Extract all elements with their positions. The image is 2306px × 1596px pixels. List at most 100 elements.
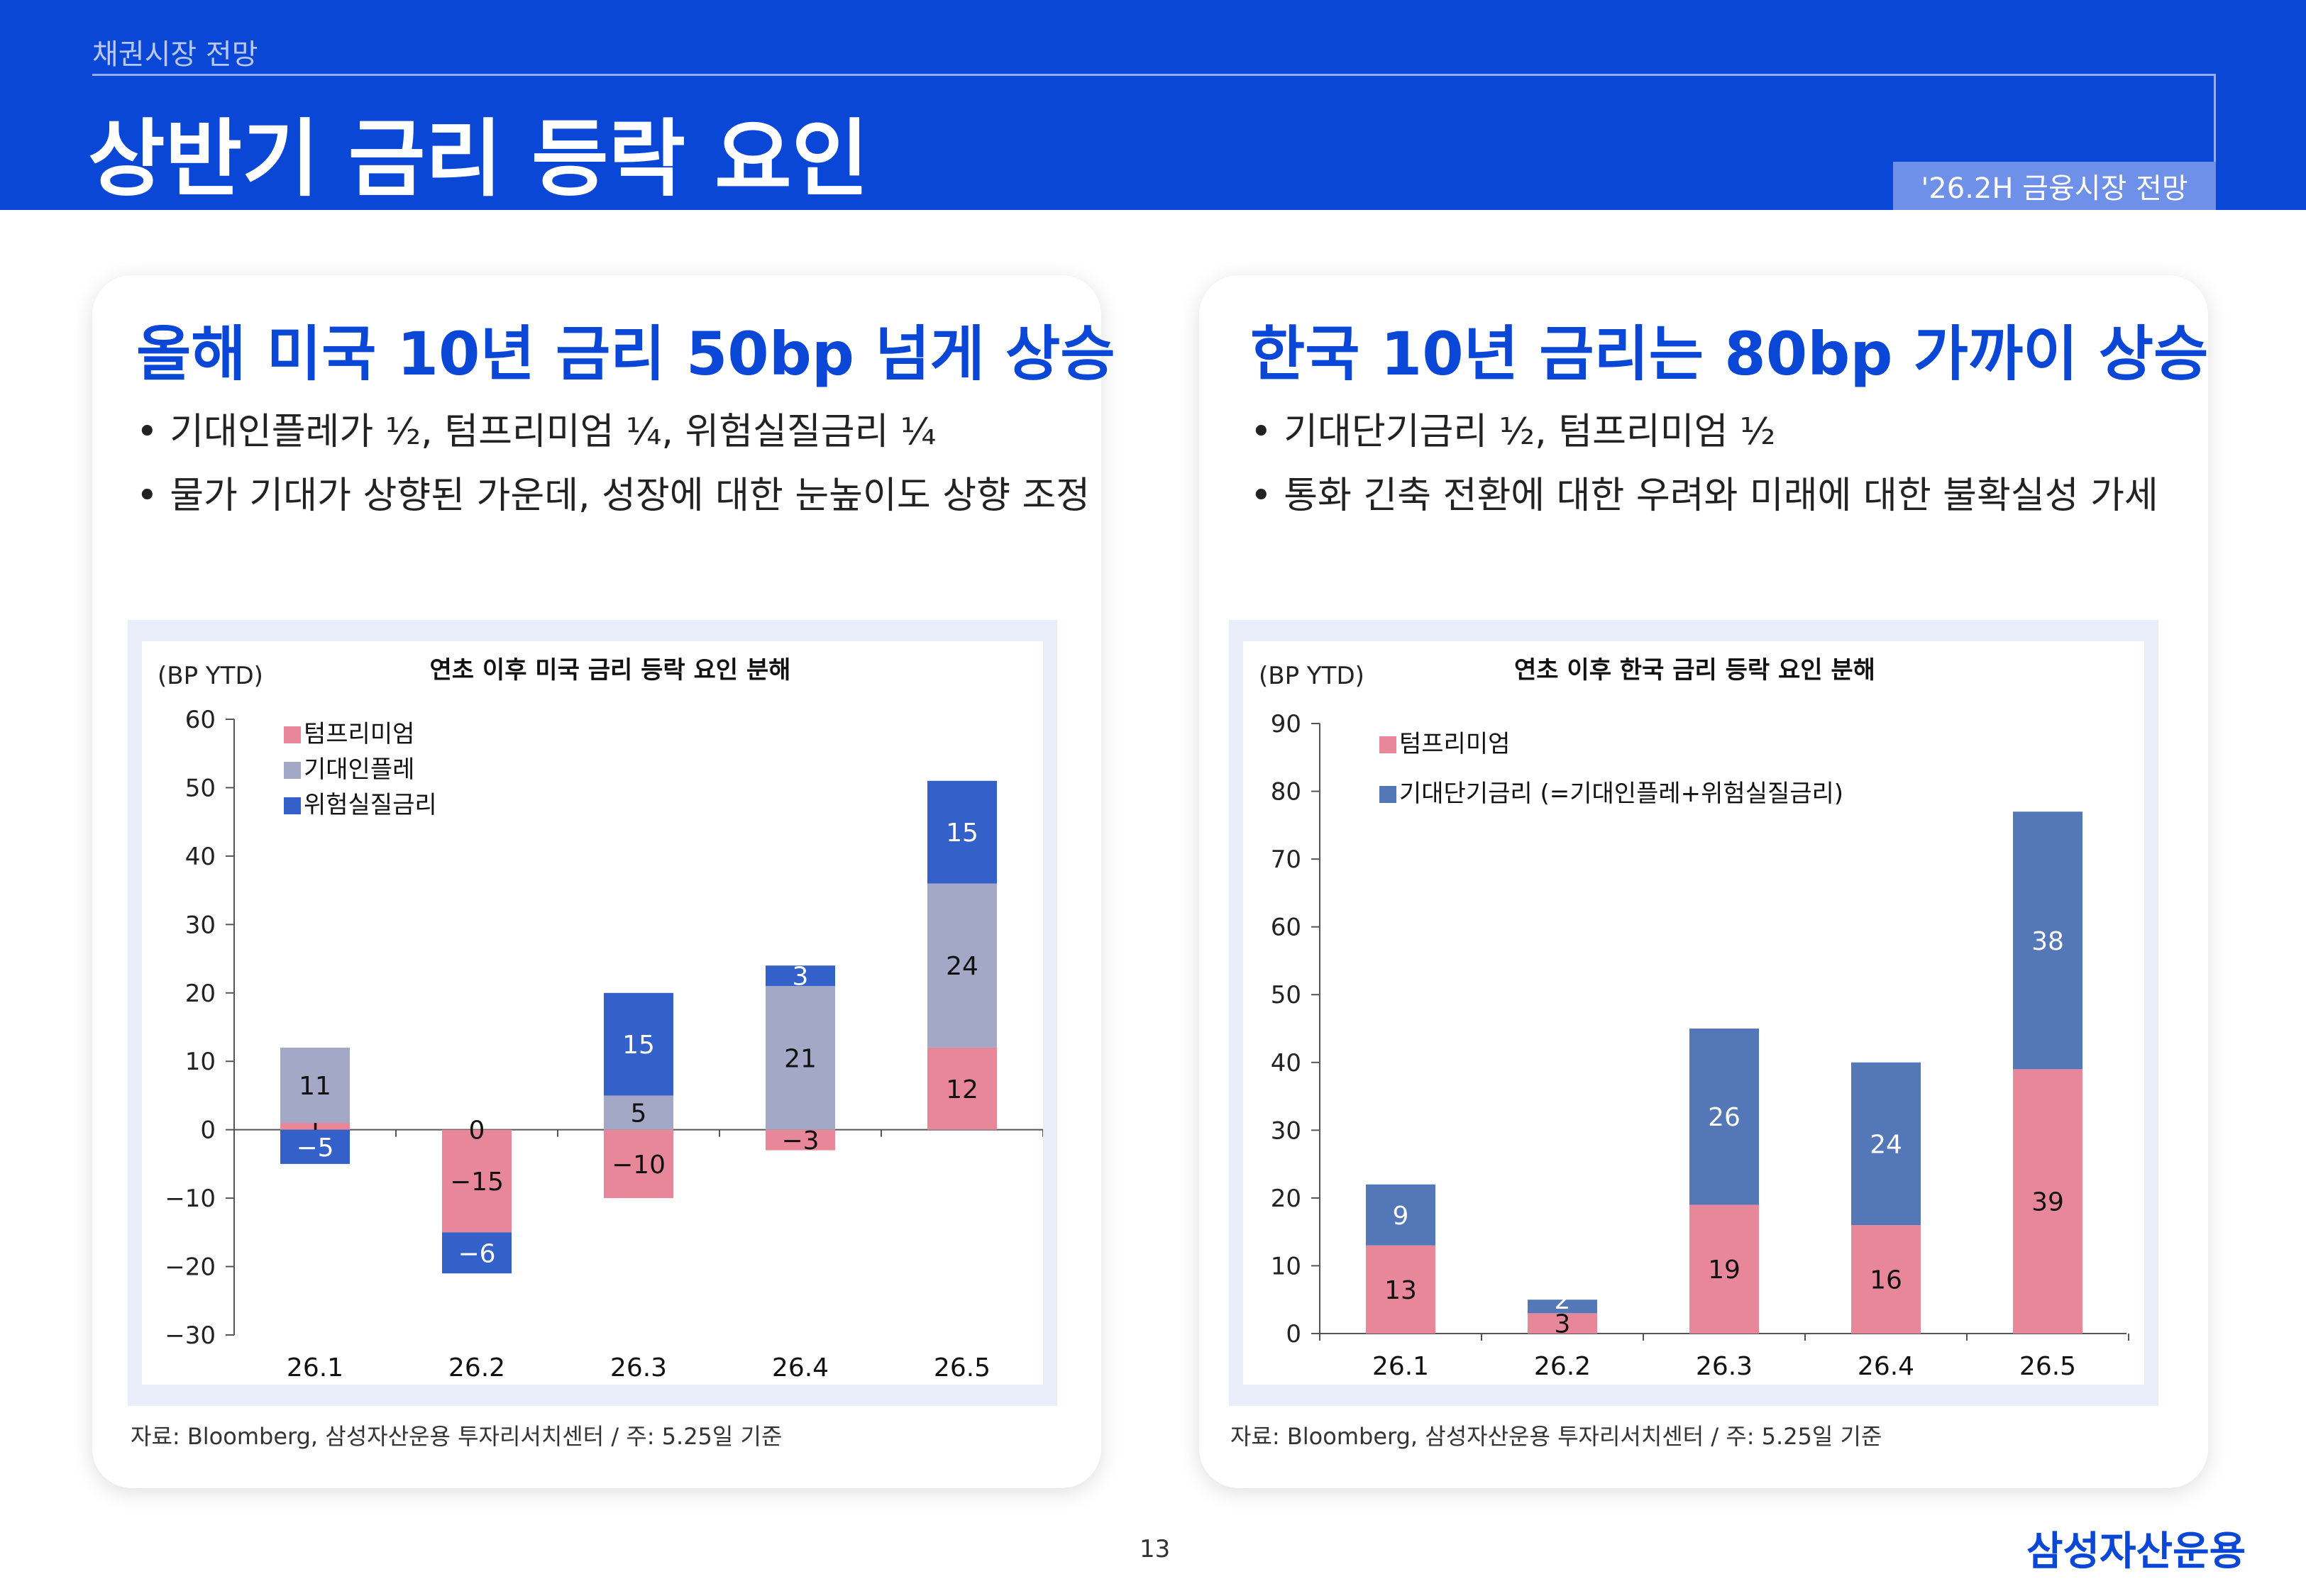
kr-y-tick-label: 60 — [1271, 914, 1301, 942]
us-bar-s2-26.4 — [766, 965, 835, 987]
header-rule — [92, 74, 2216, 76]
kr-bar-s0-26.4 — [1851, 1225, 1921, 1334]
us-x-tick-label: 26.1 — [287, 1353, 343, 1382]
us-data-label-s1-26.2: 0 — [469, 1116, 485, 1146]
kr-bar-s0-26.3 — [1689, 1204, 1759, 1334]
report-tag: '26.2H 금융시장 전망 — [1893, 162, 2216, 210]
kr-bullet-2: • 통화 긴축 전환에 대한 우려와 미래에 대한 불확실성 가세 — [1250, 475, 2158, 517]
kr-x-tick-label: 26.3 — [1696, 1352, 1753, 1381]
us-legend-swatch-0 — [284, 726, 301, 743]
kr-bar-s1-26.3 — [1689, 1029, 1759, 1205]
kr-data-label-s0-26.3: 19 — [1708, 1256, 1740, 1285]
kr-data-label-s1-26.2: 2 — [1555, 1286, 1571, 1315]
us-y-tick-label: −20 — [165, 1253, 216, 1282]
kr-data-label-s0-26.5: 39 — [2031, 1188, 2064, 1217]
kr-rate-decomposition-chart: 연초 이후 한국 금리 등락 요인 분해 (BP YTD) 0 10 20 30 40 50 6… — [1259, 656, 2129, 1381]
us-bar-s0-26.3 — [604, 1129, 673, 1199]
kr-data-label-s0-26.4: 16 — [1870, 1266, 1902, 1295]
kr-bar-s0-26.5 — [2013, 1069, 2082, 1334]
us-data-label-s1-26.5: 24 — [946, 952, 978, 981]
kr-bar-s1-26.1 — [1366, 1184, 1435, 1246]
kr-chart-area: 연초 이후 한국 금리 등락 요인 분해 (BP YTD) 0 10 20 30 40 50 6… — [1243, 641, 2144, 1385]
kr-x-tick-label: 26.5 — [2019, 1352, 2076, 1381]
header-rule-vertical — [2214, 74, 2216, 166]
us-bar-s1-26.4 — [766, 986, 835, 1130]
us-data-label-s2-26.3: 15 — [622, 1031, 655, 1060]
us-bar-s2-26.5 — [927, 780, 997, 884]
us-data-label-s1-26.3: 5 — [631, 1099, 647, 1129]
kr-data-label-s1-26.4: 24 — [1870, 1130, 1902, 1159]
us-bar-s0-26.5 — [927, 1047, 997, 1130]
us-data-label-s0-26.5: 12 — [946, 1075, 978, 1104]
kr-y-tick-label: 80 — [1271, 778, 1301, 807]
us-x-tick-label: 26.5 — [934, 1353, 991, 1382]
kr-bar-s1-26.4 — [1851, 1062, 1921, 1226]
kr-chart-title: 연초 이후 한국 금리 등락 요인 분해 — [1514, 656, 1875, 685]
us-y-tick-label: 30 — [185, 911, 216, 939]
page-number: 13 — [1140, 1535, 1171, 1563]
us-data-label-s2-26.1: −5 — [296, 1134, 333, 1163]
us-x-tick-label: 26.3 — [610, 1353, 667, 1382]
kr-x-tick-label: 26.2 — [1534, 1352, 1591, 1381]
kr-y-tick-label: 90 — [1271, 710, 1301, 738]
kr-rates-card: 한국 10년 금리는 80bp 가까이 상승 • 기대단기금리 ½, 텀프리미엄… — [1199, 275, 2208, 1488]
us-bar-s0-26.4 — [766, 1129, 835, 1151]
kr-chart-panel: 연초 이후 한국 금리 등락 요인 분해 (BP YTD) 0 10 20 30 40 50 6… — [1229, 620, 2158, 1406]
us-bullet-2: • 물가 기대가 상향된 가운데, 성장에 대한 눈높이도 상향 조정 — [136, 475, 1091, 517]
us-legend-label-2: 위험실질금리 — [304, 791, 437, 819]
us-data-label-s1-26.1: 11 — [299, 1072, 331, 1101]
kr-legend-swatch-1 — [1379, 786, 1396, 803]
kr-legend-label-1: 기대단기금리 (=기대인플레+위험실질금리) — [1399, 780, 1843, 808]
us-x-tick-label: 26.2 — [448, 1353, 505, 1382]
kr-bar-s0-26.2 — [1528, 1313, 1597, 1334]
kr-y-tick-label: 0 — [1286, 1320, 1301, 1348]
kr-bar-s1-26.5 — [2013, 811, 2082, 1070]
kr-x-tick-label: 26.4 — [1858, 1352, 1914, 1381]
kr-bar-s0-26.1 — [1366, 1245, 1435, 1334]
us-data-label-s2-26.5: 15 — [946, 819, 978, 848]
us-bullet-1: • 기대인플레가 ½, 텀프리미엄 ¼, 위험실질금리 ¼ — [136, 411, 937, 453]
header-band: 채권시장 전망 상반기 금리 등락 요인 '26.2H 금융시장 전망 — [0, 0, 2306, 210]
kr-legend-swatch-0 — [1379, 736, 1396, 753]
kr-data-label-s0-26.2: 3 — [1555, 1310, 1571, 1339]
us-bar-s0-26.1 — [280, 1123, 350, 1130]
us-bar-s2-26.1 — [280, 1129, 350, 1164]
kr-card-heading: 한국 10년 금리는 80bp 가까이 상승 — [1250, 319, 2209, 389]
page-title: 상반기 금리 등락 요인 — [88, 110, 869, 208]
us-bar-s0-26.2 — [442, 1129, 512, 1233]
us-data-label-s0-26.2: −15 — [450, 1168, 504, 1197]
us-chart-title: 연초 이후 미국 금리 등락 요인 분해 — [430, 656, 791, 685]
us-bar-s1-26.5 — [927, 883, 997, 1048]
us-chart-panel: 연초 이후 미국 금리 등락 요인 분해 (BP YTD) −30 −20 −10 0 10… — [128, 620, 1057, 1406]
kr-x-tick-label: 26.1 — [1372, 1352, 1429, 1381]
kr-data-label-s1-26.3: 26 — [1708, 1103, 1740, 1132]
us-card-heading: 올해 미국 10년 금리 50bp 넘게 상승 — [136, 319, 1115, 389]
us-legend-swatch-1 — [284, 762, 301, 779]
us-y-tick-label: 40 — [185, 843, 216, 871]
us-data-label-s2-26.4: 3 — [793, 963, 809, 992]
us-data-label-s1-26.4: 21 — [784, 1044, 817, 1073]
kr-y-tick-label: 10 — [1271, 1252, 1301, 1280]
kr-data-label-s0-26.1: 13 — [1384, 1276, 1417, 1305]
kr-bullet-1: • 기대단기금리 ½, 텀프리미엄 ½ — [1250, 411, 1776, 453]
us-data-label-s0-26.4: −3 — [781, 1126, 819, 1156]
us-bar-s2-26.2 — [442, 1232, 512, 1274]
kr-legend-label-0: 텀프리미엄 — [1399, 730, 1510, 758]
kr-y-tick-label: 20 — [1271, 1185, 1301, 1213]
us-legend-label-0: 텀프리미엄 — [304, 720, 414, 748]
us-data-label-s0-26.3: −10 — [612, 1151, 666, 1180]
kr-y-tick-label: 70 — [1271, 846, 1301, 874]
kr-bar-s1-26.2 — [1528, 1299, 1597, 1314]
us-data-label-s2-26.2: −6 — [458, 1239, 495, 1268]
us-x-tick-label: 26.4 — [772, 1353, 829, 1382]
us-y-tick-label: −30 — [165, 1321, 216, 1350]
kr-y-tick-label: 30 — [1271, 1116, 1301, 1145]
kr-data-label-s1-26.1: 9 — [1393, 1202, 1409, 1231]
us-legend-label-1: 기대인플레 — [304, 755, 414, 784]
kr-chart-source: 자료: Bloomberg, 삼성자산운용 투자리서치센터 / 주: 5.25일… — [1230, 1423, 1882, 1450]
kr-y-unit-label: (BP YTD) — [1259, 662, 1364, 690]
us-y-tick-label: 0 — [200, 1116, 216, 1145]
us-y-tick-label: 10 — [185, 1048, 216, 1076]
company-logo: 삼성자산운용 — [2026, 1529, 2246, 1575]
us-y-unit-label: (BP YTD) — [158, 662, 263, 690]
